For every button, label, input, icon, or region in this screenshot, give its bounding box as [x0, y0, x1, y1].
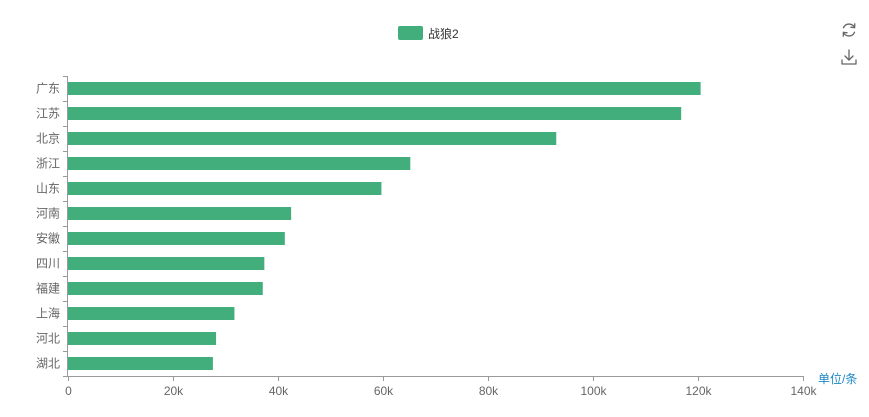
x-tick-label: 100k: [580, 384, 607, 398]
y-tick-label: 安徽: [36, 231, 60, 246]
bar[interactable]: [68, 107, 682, 120]
bar[interactable]: [68, 257, 265, 270]
y-tick-label: 河北: [36, 332, 60, 346]
refresh-icon[interactable]: [840, 21, 858, 39]
x-tick-label: 40k: [269, 384, 289, 398]
bar[interactable]: [68, 182, 382, 195]
bar[interactable]: [68, 282, 263, 295]
bar[interactable]: [68, 207, 292, 220]
y-tick-label: 福建: [36, 281, 60, 296]
x-tick-label: 60k: [374, 384, 394, 398]
legend-swatch: [398, 26, 423, 40]
bar[interactable]: [68, 332, 217, 345]
x-tick-label: 20k: [164, 384, 184, 398]
download-icon[interactable]: [840, 48, 858, 66]
bar[interactable]: [68, 307, 235, 320]
x-tick-label: 80k: [479, 384, 499, 398]
bar[interactable]: [68, 132, 557, 145]
bar[interactable]: [68, 357, 213, 370]
y-tick-label: 浙江: [36, 157, 60, 171]
legend-item[interactable]: 战狼2: [398, 25, 459, 41]
bar[interactable]: [68, 157, 411, 170]
y-tick-label: 河南: [36, 206, 60, 221]
y-tick-label: 江苏: [36, 107, 60, 121]
bar[interactable]: [68, 232, 285, 245]
x-tick-label: 140k: [790, 384, 817, 398]
x-tick-label: 120k: [685, 384, 712, 398]
y-tick-label: 北京: [36, 132, 60, 146]
y-tick-label: 山东: [36, 182, 60, 196]
y-tick-label: 上海: [36, 306, 60, 321]
y-tick-label: 广东: [36, 82, 60, 96]
unit-label: 单位/条: [818, 372, 858, 386]
y-tick-label: 湖北: [36, 356, 60, 371]
bar[interactable]: [68, 82, 701, 95]
legend-label: 战狼2: [428, 26, 459, 41]
y-tick-label: 四川: [36, 257, 60, 271]
x-tick-label: 0: [65, 384, 72, 398]
